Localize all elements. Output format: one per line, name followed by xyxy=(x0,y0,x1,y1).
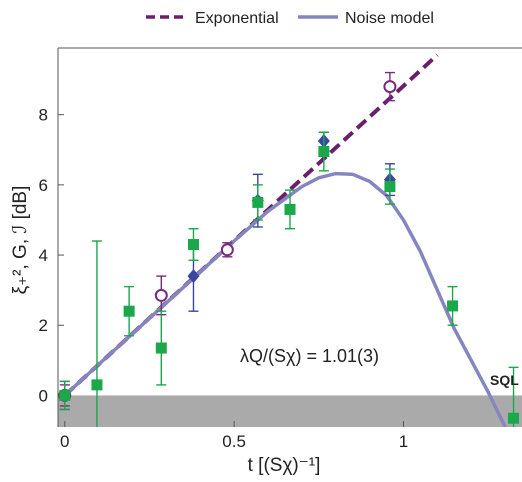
plot-area: 0 2 4 6 8 0 0.5 1 xyxy=(39,47,522,451)
legend-label-exponential: Exponential xyxy=(195,10,279,27)
data-point-square xyxy=(384,181,396,193)
data-point-square xyxy=(508,412,520,424)
sql-band xyxy=(58,395,522,427)
x-tick-label: 0 xyxy=(60,432,69,451)
data-point-square xyxy=(59,389,71,401)
data-point-square xyxy=(447,300,459,312)
y-tick-label: 4 xyxy=(39,246,48,265)
y-tick-label: 2 xyxy=(39,316,48,335)
y-axis-label: ξ₊², G, ℐ [dB] xyxy=(10,186,31,295)
legend: Exponential Noise model xyxy=(146,10,434,27)
data-point-square xyxy=(91,379,103,391)
legend-label-noise-model: Noise model xyxy=(345,10,434,27)
x-tick-label: 0.5 xyxy=(222,432,246,451)
series-line-noise-model xyxy=(63,171,507,427)
data-point-square xyxy=(318,146,330,158)
data-point-diamond xyxy=(187,269,200,284)
data-point-square xyxy=(284,203,296,215)
data-point-square xyxy=(123,305,135,317)
x-tick-label: 1 xyxy=(399,432,408,451)
y-tick-label: 0 xyxy=(39,386,48,405)
data-point-circle xyxy=(383,80,397,94)
data-point-square xyxy=(187,239,199,251)
data-point-square xyxy=(155,342,167,354)
data-point-circle xyxy=(220,243,234,257)
y-tick-label: 6 xyxy=(39,176,48,195)
data-point-square xyxy=(252,196,264,208)
x-axis-label: t [(Sχ)⁻¹] xyxy=(248,455,321,476)
data-point-circle xyxy=(154,288,168,302)
annotation: λQ/(Sχ) = 1.01(3) xyxy=(240,346,379,366)
y-tick-label: 8 xyxy=(39,106,48,125)
sql-label: SQL xyxy=(490,372,519,388)
